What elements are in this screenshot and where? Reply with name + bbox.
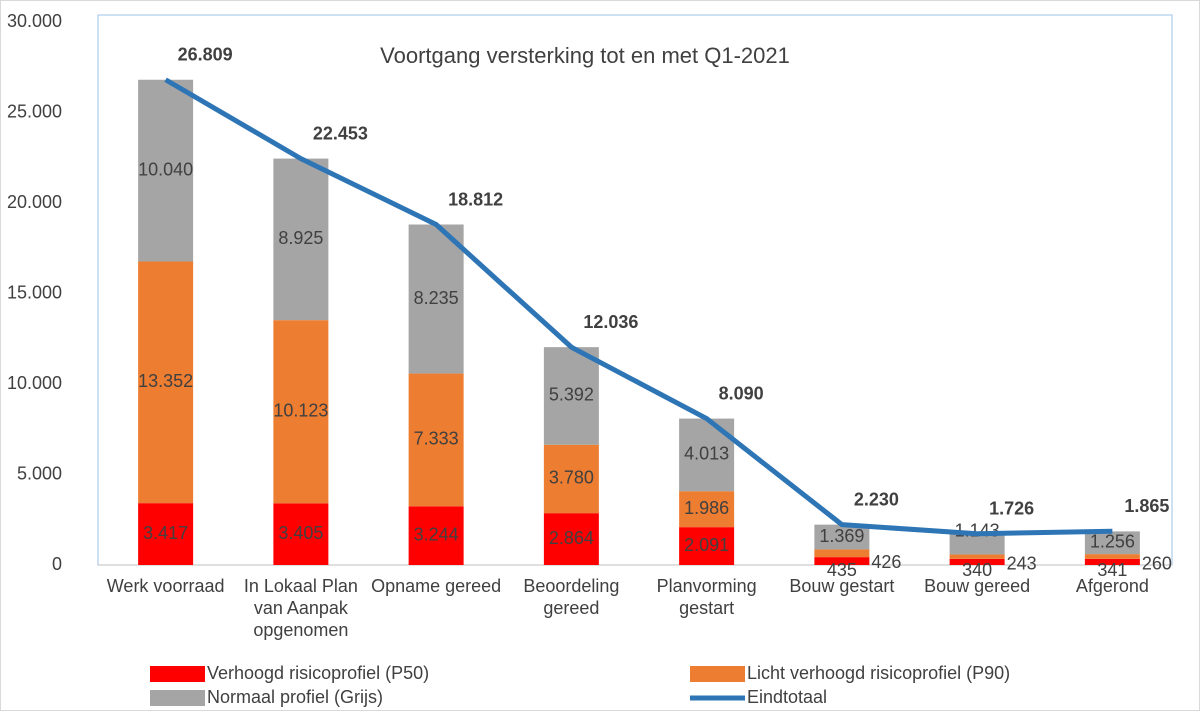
total-label: 22.453: [313, 123, 368, 143]
x-tick-label-box: In Lokaal Plan van Aanpak opgenomen: [243, 576, 358, 640]
x-tick-label: Bouw gereed: [924, 576, 1031, 596]
data-label: 340: [962, 560, 992, 580]
data-label: 426: [871, 552, 901, 572]
y-tick-label: 25.000: [7, 101, 62, 121]
bar-segment: [543, 513, 599, 565]
bar-segment: [1084, 554, 1140, 559]
legend-swatch: [690, 666, 745, 682]
data-label: 3.417: [143, 523, 188, 543]
legend-label: Normaal profiel (Grijs): [207, 687, 383, 707]
y-tick-label: 15.000: [7, 282, 62, 302]
bar-segment: [814, 549, 870, 558]
legend-label: Verhoogd risicoprofiel (P50): [207, 663, 429, 683]
x-tick-label-box: Beoordeling gereed: [523, 576, 620, 618]
y-tick-label: 5.000: [17, 463, 62, 483]
x-tick-label-box: Opname gereed: [371, 576, 502, 596]
bar-segment: [543, 347, 599, 445]
x-tick-label: Bouw gestart: [789, 576, 895, 596]
bar-segment: [408, 224, 464, 374]
total-label: 1.726: [989, 499, 1034, 519]
legend-swatch: [150, 666, 205, 682]
x-tick-label: Beoordeling gereed: [523, 576, 620, 618]
x-tick-label-box: Bouw gestart: [789, 576, 895, 596]
legend-swatch: [150, 690, 205, 706]
data-label: 8.925: [278, 228, 323, 248]
bar-segment: [138, 261, 194, 504]
x-tick-label-box: Bouw gereed: [924, 576, 1031, 596]
chart-title: Voortgang versterking tot en met Q1-2021: [380, 43, 790, 68]
bar-segment: [949, 554, 1005, 559]
x-tick-label: Afgerond: [1075, 576, 1149, 596]
data-label: 1.256: [1090, 532, 1135, 552]
data-label: 3.244: [414, 524, 459, 544]
data-label: 13.352: [138, 371, 193, 391]
bar-segment: [814, 524, 870, 550]
bar-segment: [679, 491, 735, 528]
y-tick-label: 30.000: [7, 11, 62, 31]
bar-segment: [949, 558, 1005, 565]
data-label: 2.091: [684, 535, 729, 555]
data-label: 341: [1097, 560, 1127, 580]
bar-segment: [408, 373, 464, 507]
total-line: [164, 77, 1113, 537]
data-label: 243: [1007, 554, 1037, 574]
data-label: 3.780: [549, 468, 594, 488]
bar-segment: [273, 503, 329, 565]
data-label: 1.986: [684, 498, 729, 518]
data-label: 4.013: [684, 444, 729, 464]
legend-label: Licht verhoogd risicoprofiel (P90): [747, 663, 1010, 683]
bar-segment: [1084, 558, 1140, 565]
y-tick-label: 20.000: [7, 192, 62, 212]
data-label: 5.392: [549, 385, 594, 405]
bar-segment: [949, 533, 1005, 555]
total-label: 1.865: [1124, 496, 1169, 516]
bar-segment: [543, 444, 599, 514]
bar-segment: [138, 79, 194, 262]
total-label: 12.036: [583, 312, 638, 332]
total-label: 8.090: [719, 383, 764, 403]
bar-segment: [408, 506, 464, 565]
data-label: 10.123: [273, 401, 328, 421]
y-tick-label: 10.000: [7, 373, 62, 393]
x-tick-label: Planvorming gestart: [656, 576, 757, 618]
x-tick-label: Opname gereed: [371, 576, 502, 596]
total-label: 18.812: [448, 189, 503, 209]
total-label: 2.230: [854, 489, 899, 509]
x-tick-label-box: Planvorming gestart: [656, 576, 757, 618]
data-label: 3.405: [278, 523, 323, 543]
data-label: 7.333: [414, 429, 459, 449]
bar-segment: [679, 527, 735, 565]
x-tick-label-box: Afgerond: [1075, 576, 1149, 596]
data-label: 10.040: [138, 159, 193, 179]
x-tick-label: Werk voorraad: [106, 576, 225, 596]
data-label: 1.369: [819, 526, 864, 546]
y-tick-label: 0: [52, 554, 62, 574]
bar-segment: [814, 557, 870, 565]
data-label: 2.864: [549, 528, 594, 548]
data-label: 260: [1142, 554, 1172, 574]
bar-segment: [273, 158, 329, 321]
plot-frame: [97, 14, 1173, 566]
x-tick-label-box: Werk voorraad: [106, 576, 225, 596]
bar-segment: [1084, 531, 1140, 555]
bar-segment: [273, 320, 329, 504]
x-tick-label: In Lokaal Plan van Aanpak opgenomen: [243, 576, 358, 640]
data-label: 8.235: [414, 288, 459, 308]
total-label: 26.809: [178, 45, 233, 65]
legend-label: Eindtotaal: [747, 687, 827, 707]
data-label: 435: [827, 560, 857, 580]
bar-segment: [138, 503, 194, 565]
